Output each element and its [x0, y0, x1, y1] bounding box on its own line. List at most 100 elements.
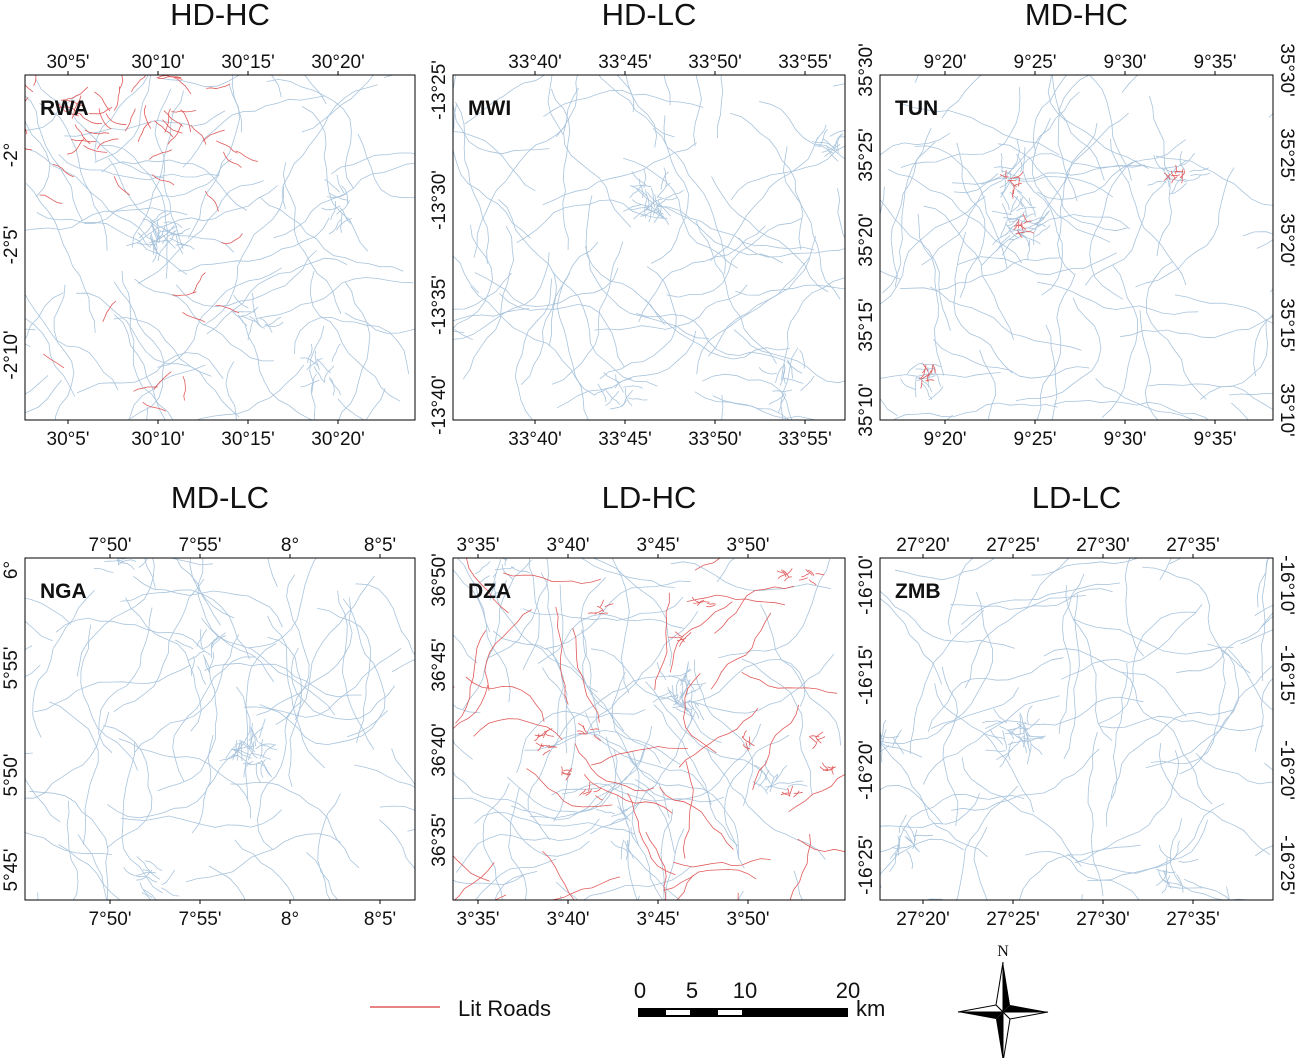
panel-frame [452, 557, 846, 901]
road [760, 604, 842, 746]
road [777, 574, 786, 579]
road [1000, 219, 1008, 239]
road [36, 212, 188, 275]
road [150, 220, 159, 239]
legend-label: Lit Roads [458, 996, 551, 1021]
road [752, 704, 800, 791]
road [815, 573, 825, 576]
left-tick-label: -13°35' [429, 275, 450, 335]
road [25, 84, 34, 93]
left-tick-label: 5°55' [1, 647, 22, 690]
road [707, 236, 817, 357]
road [157, 656, 218, 792]
road [1124, 558, 1145, 657]
right-tick-label: 35°25' [1276, 128, 1297, 182]
road [96, 138, 119, 150]
top-tick-label: 3°40' [547, 535, 590, 556]
right-tick-label: 35°30' [1276, 43, 1297, 97]
left-tick-label: 5°45' [1, 849, 22, 892]
road [611, 671, 670, 819]
road [1032, 118, 1111, 243]
road [822, 138, 839, 152]
road [880, 729, 882, 744]
scale-bar-frame [638, 1008, 848, 1017]
road [152, 243, 158, 263]
road [899, 257, 1061, 291]
road [457, 558, 491, 633]
bottom-tick-label: 9°20' [924, 429, 967, 450]
road [67, 137, 86, 155]
road [906, 823, 917, 842]
road [453, 704, 481, 714]
road [1023, 737, 1043, 740]
road [189, 558, 235, 619]
road [1065, 585, 1113, 742]
left-tick-label: -13°40' [429, 375, 450, 435]
road [80, 624, 138, 771]
scale-label: 20 [836, 978, 860, 1003]
road-network [880, 558, 1273, 900]
road [117, 559, 137, 566]
road [167, 123, 183, 145]
road [880, 719, 887, 739]
road [225, 361, 237, 420]
road [306, 357, 323, 371]
road [901, 827, 914, 845]
top-tick-label: 3°35' [457, 535, 500, 556]
road [609, 400, 627, 410]
road [917, 213, 945, 376]
road-network [453, 75, 845, 420]
top-tick-label: 33°55' [778, 52, 832, 73]
road [1139, 310, 1159, 420]
road [331, 152, 415, 175]
road [1028, 558, 1070, 606]
road [164, 108, 171, 133]
road [590, 648, 722, 744]
road [25, 207, 188, 231]
road [880, 792, 981, 828]
road [663, 167, 667, 188]
road [124, 108, 136, 132]
road [121, 809, 283, 828]
road [202, 654, 211, 674]
road [901, 103, 1060, 156]
road [1034, 224, 1051, 238]
right-tick-label: -16°25' [1276, 835, 1297, 895]
road [1033, 112, 1129, 246]
road [1189, 167, 1209, 173]
left-tick-label: 5°50' [1, 754, 22, 797]
road [1176, 612, 1273, 674]
road [1010, 196, 1024, 213]
road [787, 359, 794, 379]
road [259, 647, 402, 718]
road [175, 235, 184, 255]
left-tick-label: -16°25' [856, 835, 877, 895]
road [800, 375, 815, 392]
road [141, 892, 151, 900]
scale-bar-segment [718, 1010, 742, 1015]
road [1002, 730, 1007, 750]
road [887, 169, 1023, 264]
road [1171, 176, 1184, 194]
road [684, 675, 688, 696]
map-panel: MD-LC NGA 7°50' 7°55' 8° 8°5' 7°50' 7°55' 8° 8°5'… [1, 480, 416, 930]
road [266, 78, 354, 189]
road [706, 605, 716, 608]
right-tick-label: -16°10' [1276, 555, 1297, 615]
road [676, 874, 694, 900]
road [754, 764, 767, 781]
road [282, 162, 342, 314]
road [557, 330, 697, 409]
road [891, 844, 912, 850]
road [159, 224, 175, 239]
road [77, 834, 107, 900]
road [666, 217, 803, 298]
top-tick-label: 3°50' [727, 535, 770, 556]
map-panel: HD-HC RWA 30°5' 30°10' 30°15' 30°20' 30°5' 30°1… [1, 0, 416, 450]
road [321, 205, 341, 211]
road [1024, 216, 1044, 223]
road [137, 180, 264, 284]
road [752, 781, 768, 795]
road [25, 119, 51, 197]
road [1026, 744, 1032, 764]
